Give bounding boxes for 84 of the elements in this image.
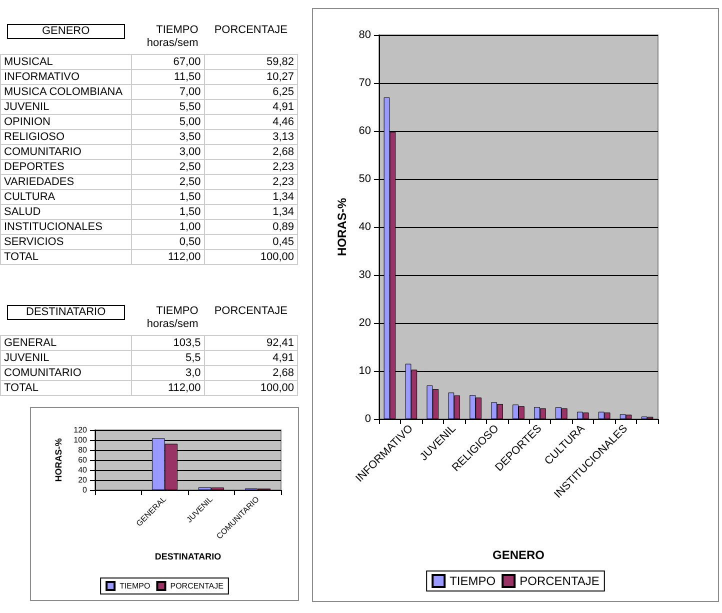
text: INSTITUCIONALES	[0, 220, 132, 234]
text: GENERO	[6, 24, 126, 39]
y-tick-label: 50	[358, 173, 371, 185]
text: 3,50	[131, 130, 204, 144]
y-tick-label: 60	[358, 125, 371, 137]
text: TIEMPO horas/sem	[146, 304, 200, 332]
text: PORCENTAJE	[213, 304, 288, 319]
y-tick-label: 30	[358, 269, 371, 281]
text: 2,68	[204, 144, 298, 160]
text: DESTINATARIO	[6, 305, 126, 320]
text: 4,46	[204, 114, 298, 130]
text: CULTURA	[0, 190, 132, 204]
text: 112,00	[131, 380, 204, 396]
y-tick-label: 20	[358, 317, 371, 329]
text: COMUNITARIO	[0, 366, 132, 380]
text: 1,34	[204, 190, 298, 204]
y-tick-label: 10	[358, 365, 371, 377]
text: JUVENIL	[0, 350, 132, 366]
y-tick-label: 70	[358, 77, 371, 89]
text: 2,23	[204, 174, 298, 190]
text: INFORMATIVO	[0, 70, 132, 84]
y-tick-label: 40	[358, 221, 371, 233]
text: MUSICAL	[0, 54, 132, 70]
text: TOTAL	[0, 380, 132, 396]
text: TOTAL	[0, 250, 132, 264]
y-tick-label: 80	[78, 446, 88, 454]
legend-label: TIEMPO	[450, 574, 496, 588]
legend-label: PORCENTAJE	[520, 574, 600, 588]
text: 4,91	[204, 350, 298, 366]
text: 1,00	[131, 220, 204, 234]
text: 103,5	[131, 336, 204, 350]
text: RELIGIOSO	[0, 130, 132, 144]
text: 59,82	[204, 54, 298, 70]
text: 1,50	[131, 204, 204, 220]
text: 5,00	[131, 114, 204, 130]
text: 11,50	[131, 70, 204, 84]
legend-label: PORCENTAJE	[170, 582, 224, 590]
text: PORCENTAJE	[213, 23, 288, 38]
text: 2,23	[204, 160, 298, 174]
text: 7,00	[131, 84, 204, 100]
text: 6,25	[204, 84, 298, 100]
text: 112,00	[131, 250, 204, 264]
x-axis-title: DESTINATARIO	[154, 552, 222, 562]
text: 0,50	[131, 234, 204, 250]
text: SALUD	[0, 204, 132, 220]
y-axis-title: HORAS-%	[334, 198, 349, 256]
text: 67,00	[131, 54, 204, 70]
text: 10,27	[204, 70, 298, 84]
text: 92,41	[204, 336, 298, 350]
y-tick-label: 0	[364, 413, 371, 425]
text: 2,50	[131, 174, 204, 190]
text: MUSICA COLOMBIANA	[0, 84, 132, 100]
text: OPINION	[0, 114, 132, 130]
text: VARIEDADES	[0, 174, 132, 190]
text: 2,68	[204, 366, 298, 380]
text: 3,0	[131, 366, 204, 380]
text: 1,50	[131, 190, 204, 204]
text: 0,45	[204, 234, 298, 250]
text: GENERAL	[0, 336, 132, 350]
text: 1,34	[204, 204, 298, 220]
y-tick-label: 120	[74, 426, 88, 434]
text: 4,91	[204, 100, 298, 114]
text: TIEMPO horas/sem	[146, 23, 200, 51]
y-tick-label: 40	[78, 466, 88, 474]
text: 100,00	[204, 250, 298, 264]
text: COMUNITARIO	[0, 144, 132, 160]
x-axis-title: GENERO	[492, 548, 545, 562]
legend-label: TIEMPO	[120, 582, 150, 590]
text: SERVICIOS	[0, 234, 132, 250]
text: 2,50	[131, 160, 204, 174]
y-axis-title: HORAS-%	[53, 438, 64, 482]
text: 0,89	[204, 220, 298, 234]
text: 3,00	[131, 144, 204, 160]
text: 3,13	[204, 130, 298, 144]
y-tick-label: 100	[74, 436, 88, 444]
text: 5,5	[131, 350, 204, 366]
y-tick-label: 80	[358, 29, 371, 41]
y-tick-label: 20	[78, 476, 88, 484]
y-tick-label: 60	[78, 456, 88, 464]
text: 5,50	[131, 100, 204, 114]
text: JUVENIL	[0, 100, 132, 114]
text: 100,00	[204, 380, 298, 396]
text: DEPORTES	[0, 160, 132, 174]
y-tick-label: 0	[82, 486, 88, 494]
